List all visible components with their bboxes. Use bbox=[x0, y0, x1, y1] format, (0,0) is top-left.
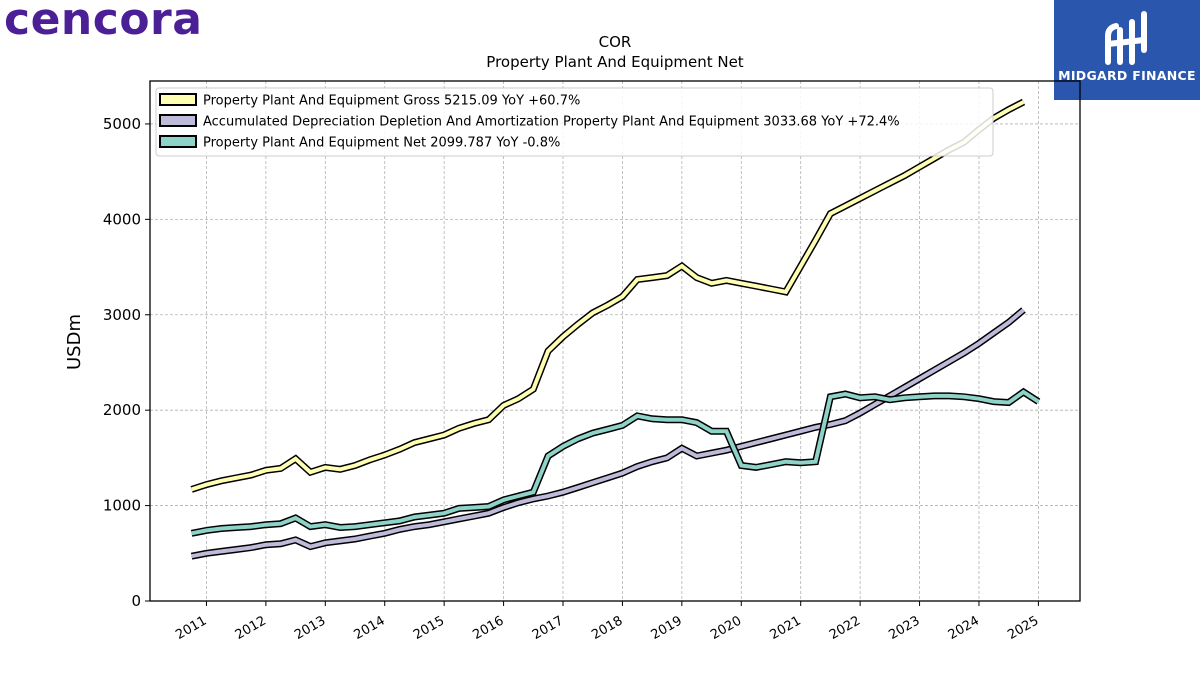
y-tick-label: 0 bbox=[131, 592, 141, 610]
y-tick-label: 4000 bbox=[103, 210, 141, 228]
midgard-finance-logo: MIDGARD FINANCE bbox=[1054, 0, 1200, 100]
x-tick-label: 2019 bbox=[649, 613, 685, 643]
cencora-logo: cencora bbox=[4, 0, 203, 45]
chart-title: COR bbox=[599, 33, 632, 51]
series-lines bbox=[190, 98, 1041, 560]
x-tick-label: 2020 bbox=[708, 613, 744, 643]
x-tick-label: 2011 bbox=[173, 613, 209, 643]
x-tick-label: 2018 bbox=[589, 613, 625, 643]
legend: Property Plant And Equipment Gross 5215.… bbox=[155, 87, 994, 157]
y-tick-label: 1000 bbox=[103, 497, 141, 515]
y-tick-label: 3000 bbox=[103, 306, 141, 324]
legend-item-gross: Property Plant And Equipment Gross 5215.… bbox=[159, 93, 580, 109]
x-tick-label: 2021 bbox=[768, 613, 804, 643]
legend-label-depreciation: Accumulated Depreciation Depletion And A… bbox=[203, 115, 900, 130]
y-axis: 0 1000 2000 3000 4000 5000 bbox=[103, 115, 150, 610]
legend-swatch-gross bbox=[159, 93, 197, 106]
x-tick-label: 2015 bbox=[411, 613, 447, 643]
series-depreciation bbox=[190, 307, 1026, 560]
plot-frame bbox=[149, 80, 1081, 602]
legend-item-depreciation: Accumulated Depreciation Depletion And A… bbox=[159, 114, 900, 130]
x-tick-label: 2012 bbox=[233, 613, 269, 643]
x-axis: 2011 2012 2013 2014 2015 2016 2017 2018 2019 2020… bbox=[173, 601, 1041, 643]
x-tick-label: 2016 bbox=[470, 613, 506, 643]
x-tick-label: 2017 bbox=[530, 613, 566, 643]
partner-name: MIDGARD FINANCE bbox=[1058, 68, 1196, 83]
legend-swatch-net bbox=[159, 135, 197, 148]
x-tick-label: 2014 bbox=[352, 613, 388, 643]
x-tick-label: 2025 bbox=[1005, 613, 1041, 643]
legend-box bbox=[155, 87, 994, 157]
legend-swatch-depreciation bbox=[159, 114, 197, 127]
series-net-line bbox=[191, 389, 1040, 536]
y-axis-label: USDm bbox=[64, 314, 85, 370]
series-depreciation-line bbox=[191, 308, 1025, 559]
x-tick-label: 2024 bbox=[946, 613, 982, 643]
y-tick-label: 2000 bbox=[103, 401, 141, 419]
series-depreciation-outline bbox=[190, 307, 1026, 560]
series-gross bbox=[190, 98, 1026, 493]
y-tick-label: 5000 bbox=[103, 115, 141, 133]
x-tick-label: 2022 bbox=[827, 613, 863, 643]
series-net bbox=[190, 387, 1041, 537]
legend-label-net: Property Plant And Equipment Net 2099.78… bbox=[203, 136, 560, 151]
chart-subtitle: Property Plant And Equipment Net bbox=[486, 53, 743, 71]
series-gross-line bbox=[190, 100, 1025, 492]
x-tick-label: 2013 bbox=[292, 613, 328, 643]
legend-item-net: Property Plant And Equipment Net 2099.78… bbox=[159, 135, 560, 151]
legend-label-gross: Property Plant And Equipment Gross 5215.… bbox=[203, 94, 580, 109]
midgard-emblem-icon bbox=[1105, 11, 1147, 65]
x-tick-label: 2023 bbox=[886, 613, 922, 643]
series-net-outline bbox=[190, 387, 1041, 537]
